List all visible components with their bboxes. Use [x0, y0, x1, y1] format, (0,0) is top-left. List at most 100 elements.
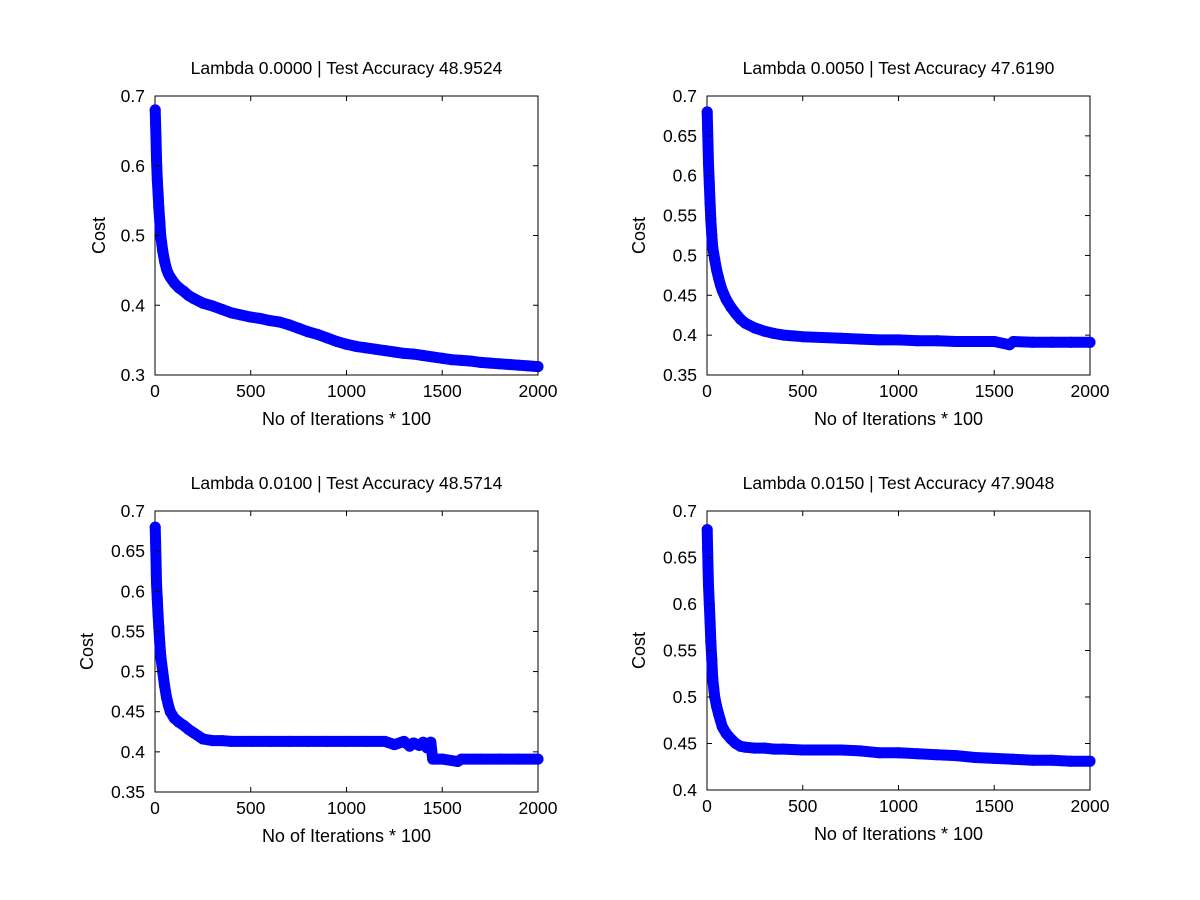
subplot-1: 0 500 1000 1500 2000 0.3 0.4 0.5 0.6 0.7 Lambda 0.…: [89, 58, 558, 429]
data-point: [149, 104, 161, 116]
y-tick-label: 0.5: [673, 687, 697, 707]
data-point: [912, 748, 924, 760]
y-axis-label: Cost: [89, 217, 109, 254]
data-point: [436, 352, 448, 364]
data-point: [152, 188, 164, 200]
data-point: [427, 351, 439, 363]
y-tick-label: 0.6: [121, 156, 145, 176]
y-tick-label: 0.7: [121, 501, 145, 521]
subplot-title: Lambda 0.0100 | Test Accuracy 48.5714: [191, 473, 503, 493]
data-point: [475, 356, 487, 368]
data-point: [1084, 755, 1096, 767]
data-point: [704, 617, 716, 629]
data-point: [154, 216, 166, 227]
data-point: [759, 325, 770, 337]
data-point: [1027, 336, 1038, 348]
y-tick-label: 0.4: [121, 742, 146, 762]
subplot-title: Lambda 0.0050 | Test Accuracy 47.6190: [743, 58, 1055, 78]
data-point: [274, 316, 285, 328]
data-point: [197, 297, 209, 309]
y-tick-label: 0.5: [673, 245, 697, 265]
data-point: [1084, 336, 1096, 348]
data-point: [873, 334, 885, 346]
data-point: [187, 292, 199, 304]
data-point: [379, 345, 391, 357]
data-point: [153, 621, 165, 633]
data-point: [706, 654, 718, 666]
data-point: [293, 322, 305, 334]
data-point: [513, 753, 525, 765]
y-tick-label: 0.7: [673, 86, 697, 106]
data-point: [701, 106, 713, 118]
data-point: [159, 680, 171, 692]
y-tick-label: 0.35: [663, 365, 697, 385]
data-point: [427, 753, 439, 765]
data-point: [503, 359, 515, 370]
data-point: [707, 672, 719, 684]
data-point: [226, 735, 238, 747]
x-tick-label: 1500: [423, 798, 462, 818]
data-point: [475, 753, 487, 765]
data-point: [302, 735, 314, 747]
data-point: [703, 158, 714, 170]
data-point: [455, 354, 467, 366]
subplot-3: 0 500 1000 1500 2000 0.35 0.4 0.45 0.5 0.55 0.6 0.6…: [77, 473, 558, 846]
data-point: [425, 736, 437, 748]
x-tick-label: 500: [236, 798, 265, 818]
data-point: [436, 753, 448, 765]
data-point: [716, 285, 728, 296]
data-point: [931, 749, 943, 761]
y-tick-label: 0.55: [663, 206, 697, 226]
data-point: [245, 311, 257, 323]
data-point: [709, 253, 721, 265]
data-point: [893, 334, 904, 346]
x-tick-label: 0: [702, 796, 712, 816]
data-point: [702, 561, 714, 573]
x-axis-label: No of Iterations * 100: [262, 409, 431, 429]
data-point: [969, 752, 981, 763]
data-point: [759, 742, 770, 754]
y-tick-label: 0.7: [121, 86, 145, 106]
data-point: [360, 735, 372, 747]
data-point: [702, 122, 714, 134]
data-point: [154, 638, 166, 649]
data-point: [151, 174, 163, 186]
y-tick-label: 0.4: [673, 325, 698, 345]
data-point: [245, 735, 257, 747]
y-tick-label: 0.5: [121, 662, 145, 682]
data-point: [150, 553, 162, 565]
y-tick-label: 0.7: [673, 501, 697, 521]
data-point: [532, 753, 544, 765]
x-tick-label: 0: [150, 798, 160, 818]
data-point: [350, 340, 362, 352]
x-tick-label: 2000: [1071, 796, 1110, 816]
subplot-title: Lambda 0.0150 | Test Accuracy 47.9048: [743, 473, 1055, 493]
y-axis-label: Cost: [77, 633, 97, 670]
y-tick-label: 0.45: [111, 702, 145, 722]
data-series: [701, 106, 1096, 351]
y-tick-label: 0.6: [121, 581, 145, 601]
data-point: [778, 743, 790, 755]
data-point: [522, 360, 534, 372]
data-point: [703, 579, 714, 591]
data-point: [701, 524, 713, 536]
data-point: [417, 350, 429, 361]
data-point: [893, 747, 904, 759]
x-axis-label: No of Iterations * 100: [814, 409, 983, 429]
data-point: [379, 735, 391, 747]
y-tick-label: 0.65: [663, 548, 697, 568]
data-point: [720, 293, 732, 305]
data-point: [388, 346, 400, 358]
data-point: [739, 317, 751, 329]
x-tick-label: 0: [702, 381, 712, 401]
data-point: [302, 326, 314, 338]
data-point: [1007, 753, 1019, 765]
subplot-2: 0 500 1000 1500 2000 0.35 0.4 0.45 0.5 0.55 0.6 0.6…: [629, 58, 1110, 429]
data-point: [360, 342, 372, 354]
data-point: [408, 348, 419, 360]
data-point: [150, 537, 162, 549]
data-point: [749, 742, 761, 754]
data-point: [797, 744, 809, 756]
data-point: [969, 336, 981, 347]
data-point: [768, 743, 780, 755]
